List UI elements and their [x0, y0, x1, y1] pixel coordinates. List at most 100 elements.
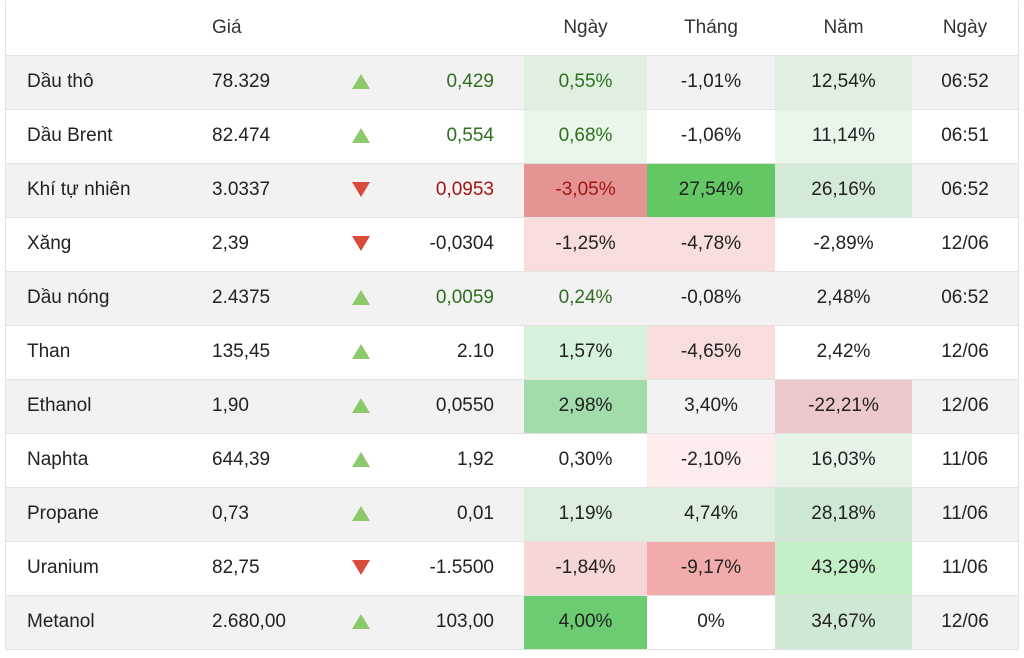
commodity-price: 644,39 [206, 433, 316, 488]
header-price[interactable]: Giá [206, 1, 316, 56]
year-change-percent: 12,54% [775, 55, 912, 110]
last-update-time: 12/06 [912, 379, 1018, 434]
day-change-percent: -1,25% [524, 217, 647, 272]
day-change-percent: 0,55% [524, 55, 647, 110]
day-change-percent: 1,57% [524, 325, 647, 380]
day-change-percent: 0,24% [524, 271, 647, 326]
commodity-name[interactable]: Than [6, 325, 206, 380]
commodity-price: 1,90 [206, 379, 316, 434]
day-change-percent: -3,05% [524, 163, 647, 218]
table-row[interactable]: Uranium 82,75 -1.5500 -1,84% -9,17% 43,29% 11/… [6, 541, 1018, 596]
month-change-percent: 4,74% [647, 487, 775, 542]
month-change-percent: -1,06% [647, 109, 775, 164]
month-change-percent: 0% [647, 595, 775, 650]
arrow-up-icon [352, 74, 370, 90]
year-change-percent: 34,67% [775, 595, 912, 650]
price-change: -1.5500 [406, 541, 524, 596]
arrow-down-icon [352, 560, 370, 576]
commodity-price: 0,73 [206, 487, 316, 542]
commodity-name[interactable]: Propane [6, 487, 206, 542]
year-change-percent: 2,42% [775, 325, 912, 380]
table-row[interactable]: Xăng 2,39 -0,0304 -1,25% -4,78% -2,89% 12/06 [6, 217, 1018, 272]
header-day[interactable]: Ngày [524, 1, 647, 56]
commodity-name[interactable]: Naphta [6, 433, 206, 488]
price-change: 0,429 [406, 55, 524, 110]
day-change-percent: 0,30% [524, 433, 647, 488]
table-row[interactable]: Naphta 644,39 1,92 0,30% -2,10% 16,03% 11/06 [6, 433, 1018, 488]
year-change-percent: 26,16% [775, 163, 912, 218]
price-change: 0,0550 [406, 379, 524, 434]
last-update-time: 11/06 [912, 433, 1018, 488]
last-update-time: 06:52 [912, 271, 1018, 326]
last-update-time: 06:52 [912, 55, 1018, 110]
year-change-percent: 16,03% [775, 433, 912, 488]
last-update-time: 12/06 [912, 595, 1018, 650]
year-change-percent: -22,21% [775, 379, 912, 434]
commodity-name[interactable]: Dầu thô [6, 55, 206, 110]
commodity-price: 2,39 [206, 217, 316, 272]
last-update-time: 11/06 [912, 487, 1018, 542]
day-change-percent: 1,19% [524, 487, 647, 542]
commodity-price: 2.680,00 [206, 595, 316, 650]
arrow-up-icon [352, 614, 370, 630]
arrow-up-icon [352, 506, 370, 522]
table-row[interactable]: Dầu thô 78.329 0,429 0,55% -1,01% 12,54% 06:52 [6, 55, 1018, 110]
commodity-price: 78.329 [206, 55, 316, 110]
last-update-time: 06:51 [912, 109, 1018, 164]
direction-cell [316, 217, 406, 272]
direction-cell [316, 433, 406, 488]
commodity-name[interactable]: Metanol [6, 595, 206, 650]
month-change-percent: -9,17% [647, 541, 775, 596]
last-update-time: 11/06 [912, 541, 1018, 596]
table-row[interactable]: Khí tự nhiên 3.0337 0,0953 -3,05% 27,54% 26,1… [6, 163, 1018, 218]
commodity-price: 2.4375 [206, 271, 316, 326]
header-year[interactable]: Năm [775, 1, 912, 56]
arrow-up-icon [352, 128, 370, 144]
month-change-percent: -1,01% [647, 55, 775, 110]
commodity-name[interactable]: Ethanol [6, 379, 206, 434]
header-time[interactable]: Ngày [912, 1, 1018, 56]
commodities-table: Giá Ngày Tháng Năm Ngày Dầu thô 78.329 0,4… [6, 1, 1018, 650]
commodity-name[interactable]: Uranium [6, 541, 206, 596]
direction-cell [316, 271, 406, 326]
commodity-name[interactable]: Khí tự nhiên [6, 163, 206, 218]
commodity-name[interactable]: Dầu Brent [6, 109, 206, 164]
direction-cell [316, 541, 406, 596]
month-change-percent: -0,08% [647, 271, 775, 326]
direction-cell [316, 55, 406, 110]
commodity-price: 82,75 [206, 541, 316, 596]
table-row[interactable]: Dầu Brent 82.474 0,554 0,68% -1,06% 11,14% 06:… [6, 109, 1018, 164]
price-change: 0,01 [406, 487, 524, 542]
direction-cell [316, 325, 406, 380]
table-row[interactable]: Propane 0,73 0,01 1,19% 4,74% 28,18% 11/06 [6, 487, 1018, 542]
table-row[interactable]: Dầu nóng 2.4375 0,0059 0,24% -0,08% 2,48% 06:5… [6, 271, 1018, 326]
month-change-percent: 3,40% [647, 379, 775, 434]
commodity-price: 3.0337 [206, 163, 316, 218]
table-row[interactable]: Metanol 2.680,00 103,00 4,00% 0% 34,67% 12/06 [6, 595, 1018, 650]
table-row[interactable]: Than 135,45 2.10 1,57% -4,65% 2,42% 12/06 [6, 325, 1018, 380]
arrow-up-icon [352, 290, 370, 306]
arrow-down-icon [352, 182, 370, 198]
year-change-percent: -2,89% [775, 217, 912, 272]
table-row[interactable]: Ethanol 1,90 0,0550 2,98% 3,40% -22,21% 12/06 [6, 379, 1018, 434]
header-month[interactable]: Tháng [647, 1, 775, 56]
arrow-up-icon [352, 452, 370, 468]
direction-cell [316, 109, 406, 164]
last-update-time: 12/06 [912, 325, 1018, 380]
arrow-up-icon [352, 344, 370, 360]
table-header-row: Giá Ngày Tháng Năm Ngày [6, 1, 1018, 56]
commodity-name[interactable]: Dầu nóng [6, 271, 206, 326]
price-change: 0,554 [406, 109, 524, 164]
year-change-percent: 2,48% [775, 271, 912, 326]
day-change-percent: 0,68% [524, 109, 647, 164]
month-change-percent: -2,10% [647, 433, 775, 488]
commodity-name[interactable]: Xăng [6, 217, 206, 272]
price-change: 0,0953 [406, 163, 524, 218]
month-change-percent: 27,54% [647, 163, 775, 218]
commodity-price: 135,45 [206, 325, 316, 380]
header-name[interactable] [6, 1, 206, 56]
year-change-percent: 43,29% [775, 541, 912, 596]
price-change: 2.10 [406, 325, 524, 380]
price-change: 1,92 [406, 433, 524, 488]
header-change[interactable] [406, 1, 524, 56]
